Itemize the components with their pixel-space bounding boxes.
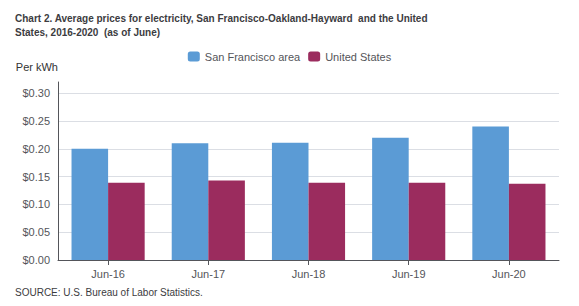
- svg-text:Jun-17: Jun-17: [191, 268, 225, 280]
- svg-text:$0.10: $0.10: [22, 198, 50, 210]
- svg-text:Jun-19: Jun-19: [392, 268, 426, 280]
- svg-text:Jun-18: Jun-18: [292, 268, 326, 280]
- svg-text:Per kWh: Per kWh: [16, 61, 58, 73]
- svg-text:$0.25: $0.25: [22, 115, 50, 127]
- svg-text:SOURCE: U.S. Bureau of Labor S: SOURCE: U.S. Bureau of Labor Statistics.: [15, 287, 203, 298]
- svg-text:San Francisco area: San Francisco area: [205, 51, 301, 63]
- svg-text:$0.00: $0.00: [22, 254, 50, 266]
- svg-text:$0.20: $0.20: [22, 143, 50, 155]
- svg-text:$0.05: $0.05: [22, 226, 50, 238]
- svg-text:States, 2016-2020 (as of June: States, 2016-2020 (as of June): [15, 27, 160, 38]
- svg-text:Jun-16: Jun-16: [91, 268, 125, 280]
- svg-text:United States: United States: [325, 51, 392, 63]
- svg-text:Chart 2. Average prices for el: Chart 2. Average prices for electricity,…: [15, 13, 428, 24]
- svg-text:Jun-20: Jun-20: [492, 268, 526, 280]
- svg-text:$0.15: $0.15: [22, 171, 50, 183]
- svg-text:$0.30: $0.30: [22, 87, 50, 99]
